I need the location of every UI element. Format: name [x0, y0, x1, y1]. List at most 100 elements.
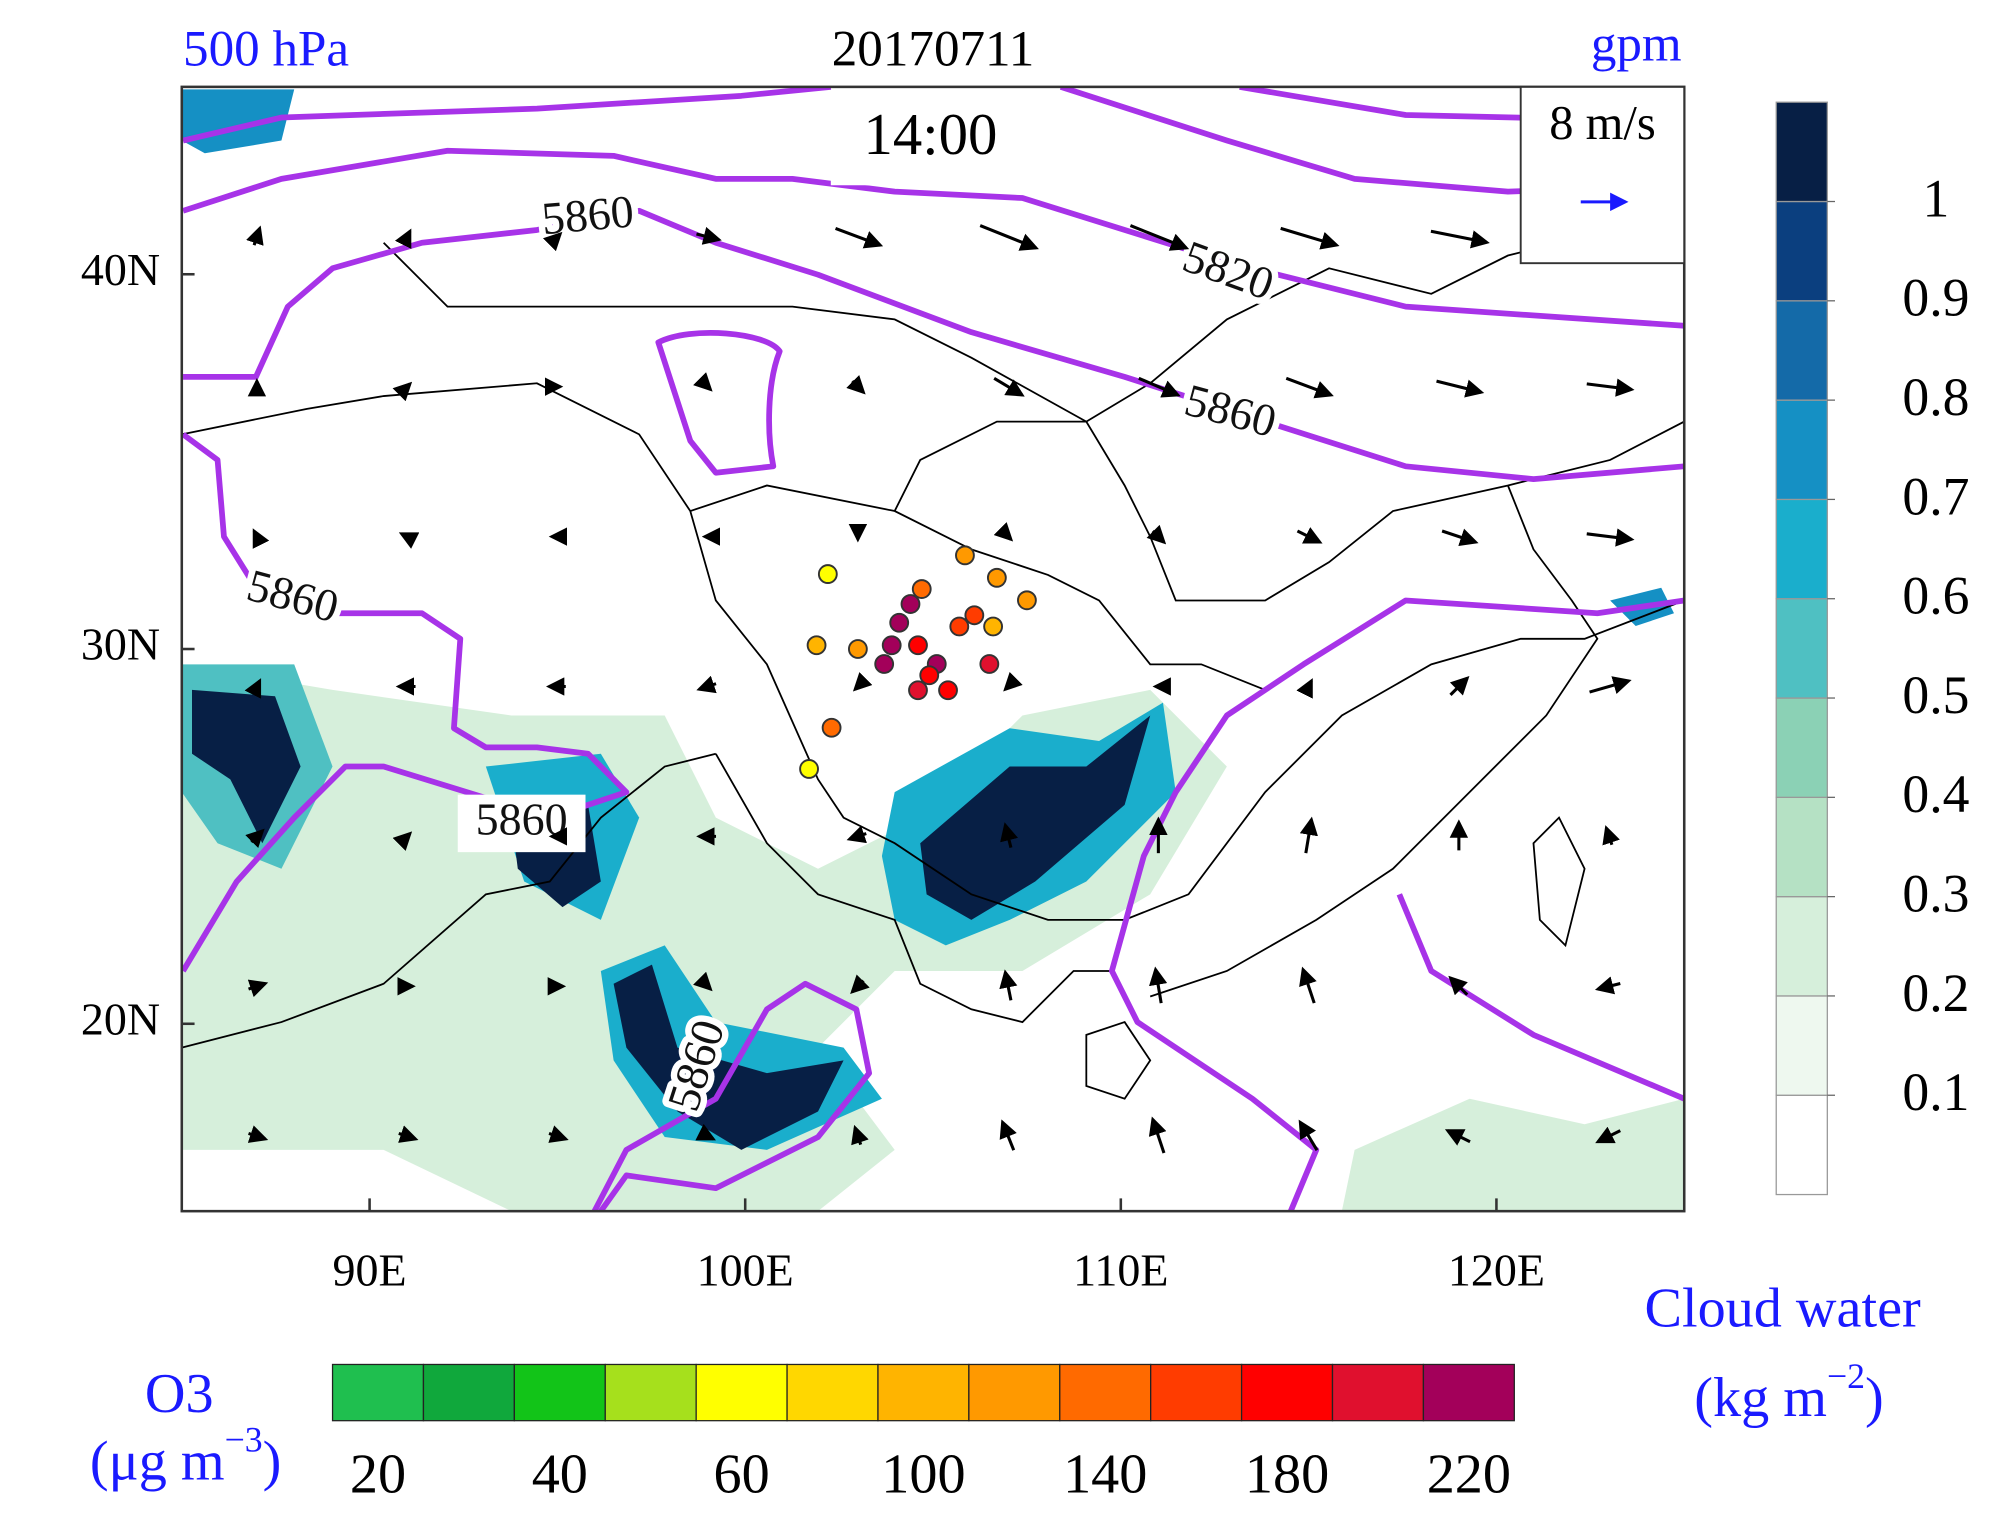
colorbar-box	[604, 1363, 697, 1422]
colorbar-box	[1775, 598, 1828, 699]
station	[799, 759, 819, 779]
station	[964, 605, 985, 626]
wind-arrow	[394, 228, 412, 250]
colorbar-label: 0.2	[1902, 963, 1969, 1023]
colorbar-box	[1240, 1363, 1334, 1422]
x-tick-label: 120E	[1448, 1245, 1545, 1296]
wind-arrow	[1285, 376, 1334, 399]
wind-legend-label: 8 m/s	[1549, 97, 1656, 150]
wind-arrow	[852, 671, 873, 692]
wind-arrow	[1299, 816, 1318, 854]
colorbar-box	[1059, 1363, 1152, 1422]
colorbar-label: 60	[714, 1443, 770, 1505]
wind-arrow	[1586, 378, 1635, 397]
map-layer: 5860 5820 5860 5860 5860 5860	[181, 86, 1685, 1212]
date-label: 20170711	[832, 20, 1034, 77]
wind-arrow	[693, 971, 713, 992]
station	[908, 635, 928, 656]
wind-arrow	[1296, 678, 1313, 699]
colorbar-box	[1775, 796, 1828, 898]
time-box	[830, 95, 1029, 186]
station	[847, 639, 868, 659]
borders	[181, 229, 1685, 1100]
level-label: 500 hPa	[183, 20, 349, 77]
colorbar-box	[1775, 1094, 1828, 1196]
wind-arrow	[834, 226, 884, 249]
colorbar-box	[1331, 1363, 1425, 1422]
wind-arrow	[1594, 976, 1621, 995]
colorbar-label: 180	[1245, 1443, 1329, 1505]
wind-arrow	[993, 376, 1025, 397]
unit-exponent: −2	[1827, 1356, 1865, 1396]
station	[908, 680, 928, 701]
colorbar-label: 0.8	[1902, 367, 1969, 427]
colorbar-box	[331, 1363, 425, 1422]
colorbar-label: 1	[1923, 168, 1950, 228]
wind-arrow	[1280, 226, 1340, 250]
wind-arrow	[392, 381, 413, 402]
y-tick-label: 30N	[81, 619, 160, 670]
station	[979, 654, 1000, 674]
wind-arrow	[252, 528, 270, 549]
wind-arrow	[247, 979, 269, 998]
wind-arrow	[1595, 1126, 1621, 1144]
colorbar-box	[422, 1363, 515, 1422]
colorbar-label: 220	[1427, 1443, 1511, 1505]
unit-part: (kg m	[1694, 1367, 1827, 1429]
colorbar-box	[1775, 895, 1828, 997]
wind-arrow	[999, 969, 1018, 1001]
station	[889, 612, 910, 633]
station	[983, 616, 1004, 637]
wind-arrow	[1602, 825, 1620, 846]
wind-arrow	[696, 675, 717, 694]
wind-arrow	[247, 1125, 269, 1143]
wind-arrow	[1586, 528, 1635, 547]
o3-title: O3	[145, 1363, 214, 1425]
colorbar-label: 40	[532, 1443, 588, 1505]
wind-arrow	[1299, 966, 1317, 1004]
colorbar-box	[1775, 200, 1828, 302]
axes: 90E 100E 110E 120E 20N 30N 40N	[81, 244, 1545, 1296]
wind-arrow	[693, 372, 713, 392]
station	[821, 717, 842, 738]
wind-arrow	[1129, 224, 1190, 251]
wind-arrow	[993, 522, 1014, 542]
wind-arrow	[1138, 376, 1181, 398]
station	[900, 594, 921, 614]
wind-arrow	[246, 225, 264, 246]
wind-arrow	[1441, 528, 1479, 547]
colorbar-label: 0.5	[1902, 665, 1969, 725]
wind-arrow	[542, 231, 563, 252]
colorbar-label: 0.3	[1902, 864, 1969, 924]
wind-arrow	[850, 974, 870, 995]
wind-arrow	[244, 678, 262, 699]
wind-arrow	[1296, 527, 1323, 544]
unit-part: )	[1865, 1367, 1884, 1429]
wind-arrow	[696, 226, 722, 245]
colorbar-label: 0.9	[1902, 268, 1969, 328]
x-tick-label: 100E	[697, 1245, 794, 1296]
cloud-unit: (kg m−2)	[1694, 1356, 1883, 1429]
wind-arrow	[398, 532, 420, 549]
station	[938, 680, 958, 701]
colorbar-label: 100	[881, 1443, 965, 1505]
wind-arrow	[392, 831, 413, 851]
wind-arrow	[1444, 1129, 1471, 1146]
contour-label: 5860	[540, 185, 636, 244]
wind-arrow	[1298, 1119, 1319, 1151]
station	[881, 635, 902, 656]
y-tick-label: 20N	[81, 993, 160, 1044]
colorbar-box	[1775, 995, 1828, 1096]
colorbar-box	[1775, 300, 1828, 401]
colorbar-label: 0.6	[1902, 566, 1969, 626]
station	[986, 567, 1007, 588]
wind-arrow	[1430, 229, 1490, 249]
x-tick-label: 90E	[333, 1245, 407, 1296]
colorbar-box	[877, 1363, 970, 1422]
colorbar-box	[1150, 1363, 1243, 1422]
colorbar-label: 20	[350, 1443, 406, 1505]
colorbar-box	[1775, 399, 1828, 501]
station	[949, 616, 970, 637]
wind-arrow	[1000, 822, 1018, 848]
